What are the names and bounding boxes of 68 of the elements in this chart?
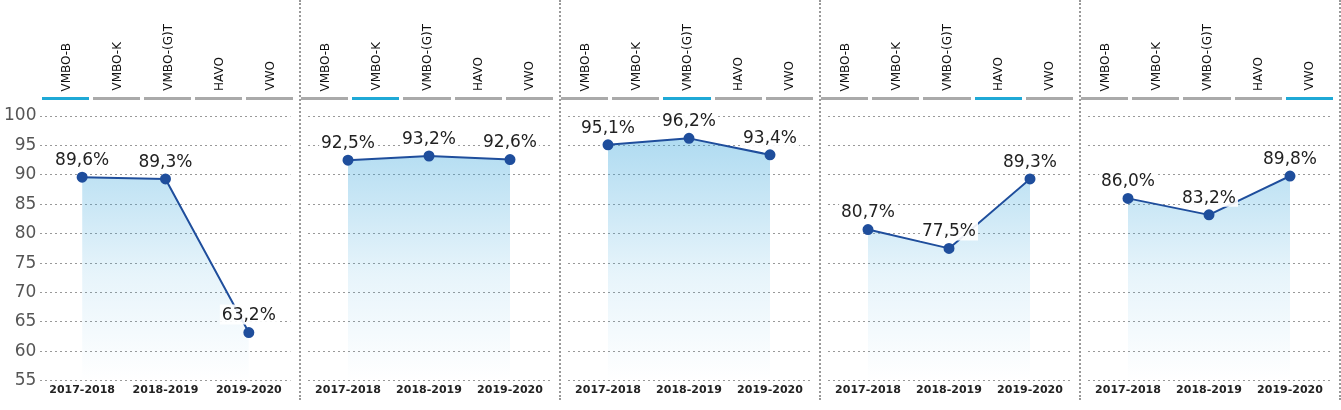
x-tick-label: 2019-2020: [737, 383, 804, 397]
text: VMBO-K: [628, 42, 643, 91]
text: VWO: [262, 61, 277, 91]
point: [243, 327, 255, 339]
text: VMBO-(G)T: [940, 24, 954, 91]
point: [159, 173, 171, 185]
data-label: 95,1%: [580, 116, 636, 137]
x-tick-label: 2018-2019: [1176, 383, 1242, 397]
data-label: 77,5%: [921, 220, 977, 241]
data-label: 92,5%: [320, 132, 376, 153]
text: VMBO-K: [368, 42, 383, 91]
text: VMBO-B: [317, 42, 332, 91]
y-tick-label: 60: [14, 339, 37, 360]
data-label: 93,2%: [401, 127, 457, 148]
x-tick-label: 2019-2020: [215, 383, 283, 397]
data-label: 83,2%: [1181, 186, 1237, 207]
text: VMBO-B: [837, 42, 852, 91]
y-tick-label: 90: [14, 163, 37, 184]
text: HAVO: [1251, 57, 1266, 91]
text: VWO: [522, 61, 537, 91]
text: VWO: [1302, 61, 1317, 91]
y-tick-label: 70: [14, 280, 37, 301]
text: VWO: [782, 61, 797, 91]
y-tick-label: 65: [14, 310, 37, 331]
data-label: 89,3%: [138, 150, 193, 171]
data-label: 89,8%: [1262, 147, 1318, 168]
text: VMBO-(G)T: [1200, 24, 1214, 91]
x-tick-label: 2018-2019: [132, 383, 199, 397]
text: VMBO-K: [109, 42, 124, 91]
text: VMBO-B: [58, 42, 73, 91]
data-label: 96,2%: [661, 110, 717, 131]
text: VMBO-(G)T: [680, 24, 694, 91]
x-tick-label: 2018-2019: [396, 383, 462, 397]
y-tick-label: 80: [14, 222, 37, 243]
x-tick-label: 2017-2018: [835, 383, 901, 397]
x-tick-label: 2018-2019: [916, 383, 982, 397]
x-tick-label: 2017-2018: [315, 383, 381, 397]
x-tick-label: 2017-2018: [575, 383, 641, 397]
text: VMBO-(G)T: [160, 24, 175, 91]
x-tick-label: 2019-2020: [1257, 383, 1324, 397]
text: HAVO: [731, 57, 746, 91]
point: [76, 171, 88, 183]
text: VMBO-B: [577, 42, 592, 91]
text: VMBO-K: [1148, 42, 1163, 91]
data-label: 63,2%: [221, 304, 276, 325]
x-tick-label: 2019-2020: [997, 383, 1064, 397]
text: HAVO: [211, 57, 226, 91]
x-tick-label: 2017-2018: [49, 383, 116, 397]
data-label: 92,6%: [482, 131, 538, 152]
data-label: 93,4%: [742, 126, 798, 147]
x-tick-label: 2017-2018: [1095, 383, 1161, 397]
y-tick-label: 95: [14, 133, 37, 154]
y-tick-label: 100: [3, 104, 37, 125]
data-label: 80,7%: [840, 201, 896, 222]
text: VMBO-(G)T: [420, 24, 434, 91]
text: HAVO: [471, 57, 486, 91]
text: VMBO-B: [1097, 42, 1112, 91]
text: HAVO: [991, 57, 1006, 91]
y-tick-label: 75: [14, 251, 37, 272]
y-tick-label: 85: [14, 192, 37, 213]
y-tick-label: 55: [14, 369, 37, 390]
x-tick-label: 2019-2020: [477, 383, 544, 397]
x-tick-label: 2018-2019: [656, 383, 722, 397]
text: VMBO-K: [888, 42, 903, 91]
data-label: 86,0%: [1100, 170, 1156, 191]
text: VWO: [1042, 61, 1057, 91]
data-label: 89,3%: [1002, 150, 1058, 171]
data-label: 89,6%: [55, 149, 110, 170]
